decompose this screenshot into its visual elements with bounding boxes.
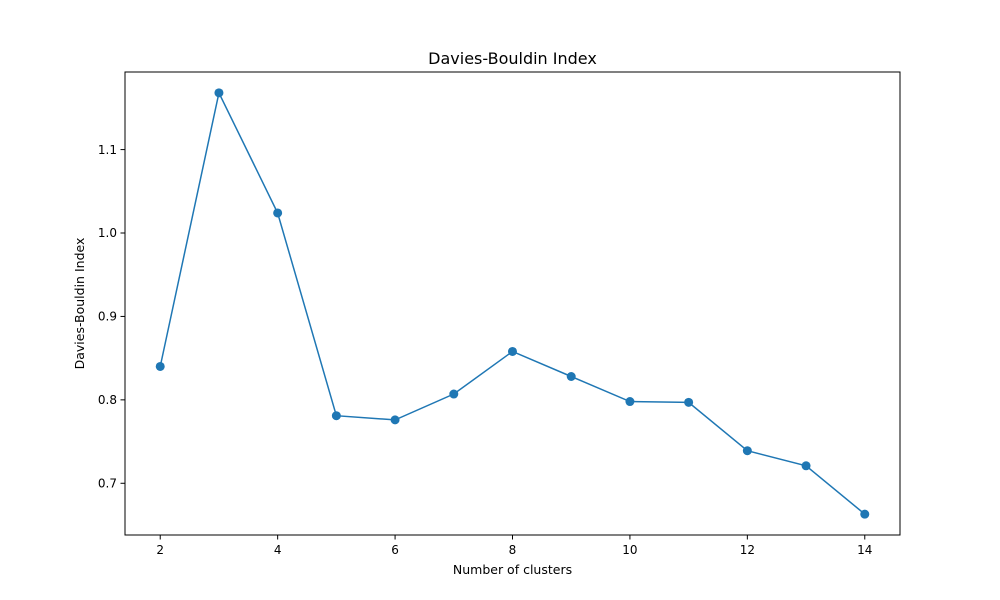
- x-tick-label: 8: [509, 543, 517, 557]
- data-point-10: [625, 397, 635, 407]
- data-point-4: [273, 208, 283, 218]
- data-point-11: [684, 397, 694, 407]
- data-point-5: [331, 411, 341, 421]
- y-axis: 0.7 0.8 0.9 1.0 1.1: [98, 143, 125, 490]
- x-tick-label: 2: [156, 543, 164, 557]
- data-point-12: [742, 446, 752, 456]
- x-tick-label: 12: [740, 543, 755, 557]
- data-point-6: [390, 415, 400, 425]
- x-tick-label: 4: [274, 543, 282, 557]
- data-point-7: [449, 389, 459, 399]
- y-tick-label: 1.1: [98, 143, 117, 157]
- data-point-3: [214, 88, 224, 98]
- x-axis-label: Number of clusters: [453, 562, 572, 577]
- series-points: [155, 88, 870, 519]
- data-point-8: [508, 346, 517, 356]
- y-tick-label: 0.8: [98, 393, 117, 407]
- y-axis-label: Davies-Bouldin Index: [72, 238, 87, 370]
- x-tick-label: 10: [622, 543, 637, 557]
- x-axis: 2 4 6 8 10 12 14: [156, 535, 872, 557]
- x-tick-label: 6: [391, 543, 399, 557]
- chart-title: Davies-Bouldin Index: [428, 49, 597, 68]
- y-tick-label: 1.0: [98, 226, 117, 240]
- data-point-14: [860, 509, 870, 519]
- data-point-2: [155, 361, 165, 371]
- y-tick-label: 0.7: [98, 476, 117, 490]
- data-point-13: [801, 461, 811, 471]
- x-tick-label: 14: [857, 543, 872, 557]
- y-tick-label: 0.9: [98, 310, 117, 324]
- data-point-9: [566, 371, 576, 381]
